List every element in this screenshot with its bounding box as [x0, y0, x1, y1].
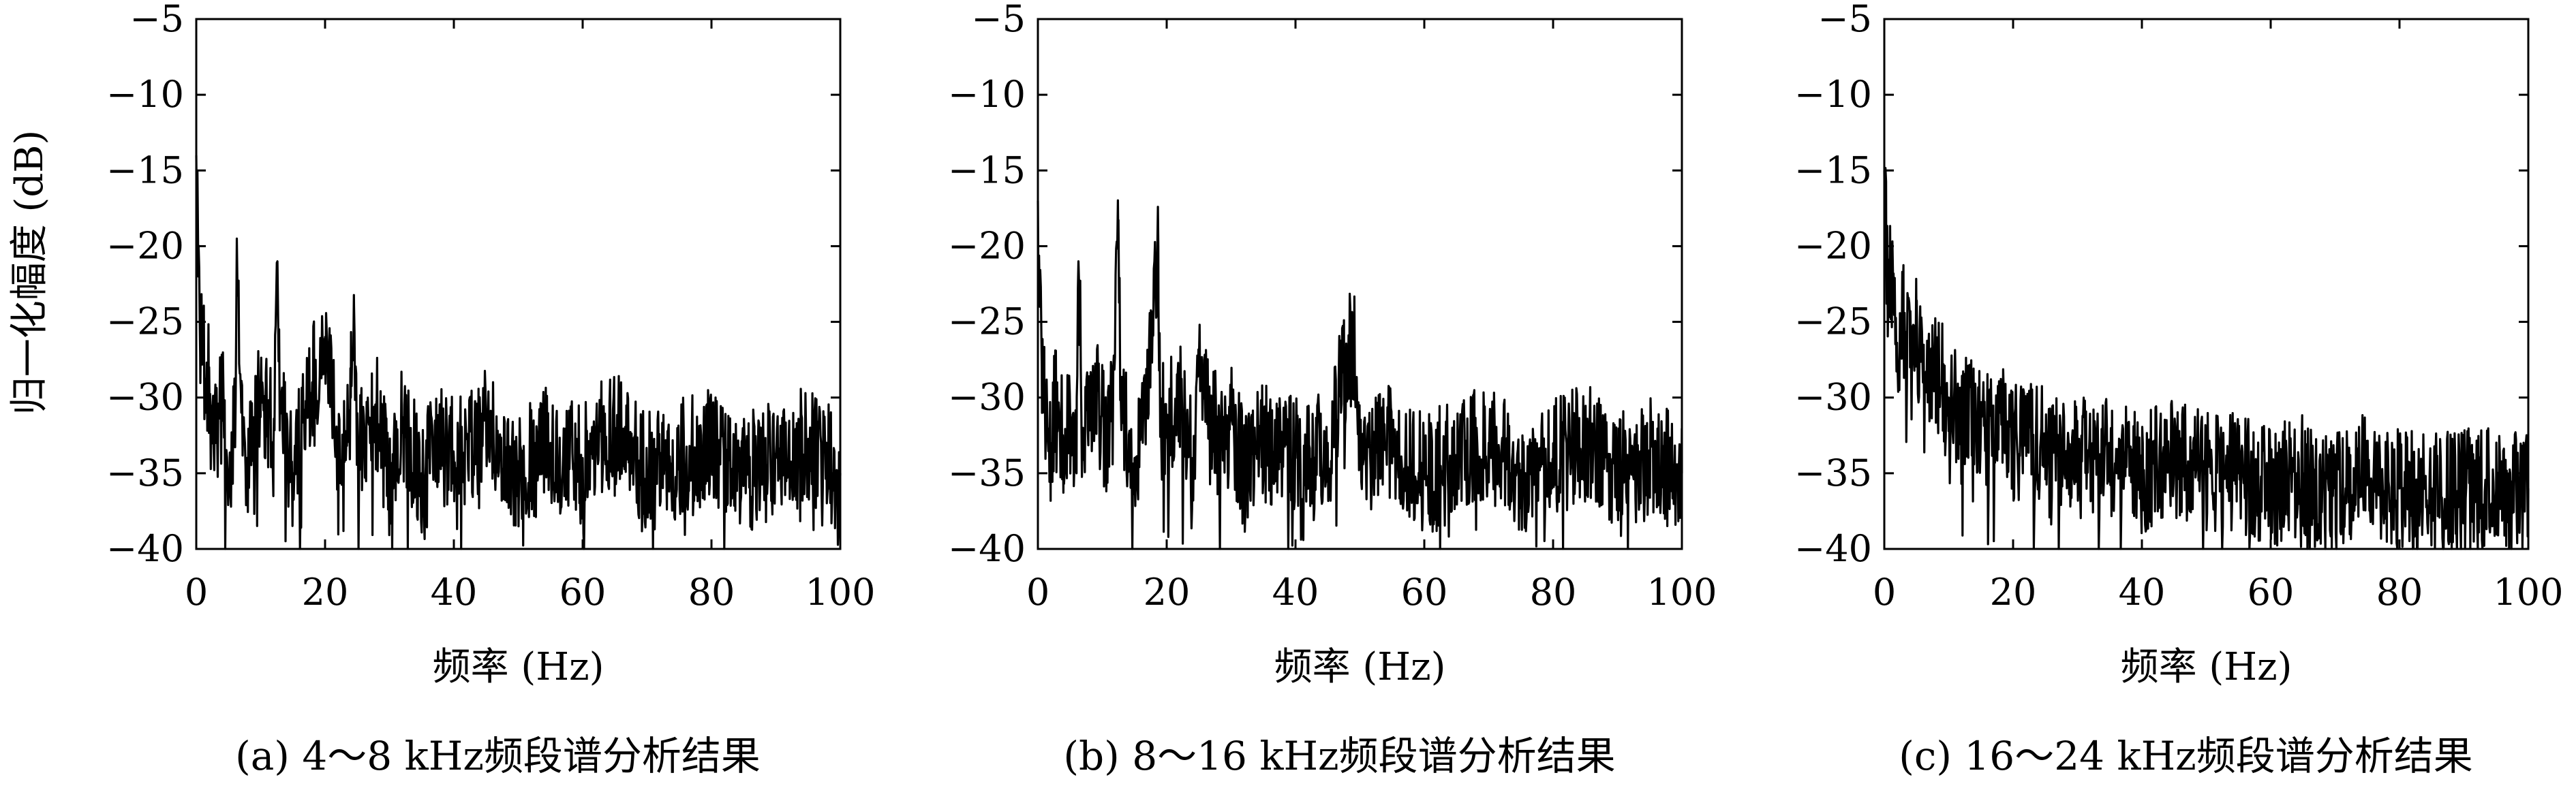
- y-tick-label: −5: [129, 0, 184, 40]
- x-axis-label: 频率 (Hz): [2121, 645, 2293, 689]
- y-tick-label: −15: [948, 148, 1026, 191]
- x-tick-label: 0: [185, 571, 208, 614]
- x-tick-label: 80: [1530, 571, 1577, 614]
- x-tick-label: 40: [2119, 571, 2166, 614]
- x-tick-label: 40: [1272, 571, 1319, 614]
- x-tick-label: 100: [1646, 571, 1717, 614]
- y-tick-label: −10: [948, 73, 1026, 116]
- x-tick-label: 20: [1990, 571, 2037, 614]
- x-tick-label: 20: [1144, 571, 1191, 614]
- y-tick-label: −30: [106, 376, 184, 419]
- x-tick-label: 100: [2493, 571, 2563, 614]
- x-tick-label: 40: [431, 571, 478, 614]
- y-tick-label: −15: [1794, 148, 1872, 191]
- x-tick-label: 80: [2376, 571, 2423, 614]
- y-tick-label: −10: [1794, 73, 1872, 116]
- y-tick-label: −30: [1794, 376, 1872, 419]
- spectrum-line-1: [1037, 199, 1683, 550]
- x-tick-label: 60: [559, 571, 607, 614]
- x-axis-label: 频率 (Hz): [433, 645, 604, 689]
- panel-caption: (c) 16～24 kHz频段谱分析结果: [1899, 733, 2473, 779]
- x-tick-label: 0: [1873, 571, 1896, 614]
- panel-caption: (b) 8～16 kHz频段谱分析结果: [1063, 733, 1615, 779]
- y-tick-label: −35: [1794, 452, 1872, 494]
- x-tick-label: 60: [2248, 571, 2295, 614]
- x-tick-label: 20: [302, 571, 349, 614]
- y-tick-label: −35: [106, 452, 184, 494]
- y-tick-label: −5: [1818, 0, 1872, 40]
- y-tick-label: −40: [106, 527, 184, 570]
- y-tick-label: −25: [106, 300, 184, 343]
- y-tick-label: −40: [1794, 527, 1872, 570]
- y-tick-label: −15: [106, 148, 184, 191]
- y-tick-label: −20: [106, 224, 184, 267]
- x-tick-label: 100: [805, 571, 875, 614]
- y-tick-label: −25: [948, 300, 1026, 343]
- y-tick-label: −5: [971, 0, 1026, 40]
- plot-frame-2: [1883, 18, 2530, 550]
- x-tick-label: 80: [688, 571, 735, 614]
- plot-frame-1: [1037, 18, 1683, 550]
- spectrum-line-0: [195, 155, 842, 550]
- spectrum-line-2: [1883, 167, 2530, 550]
- x-tick-label: 0: [1026, 571, 1049, 614]
- x-axis-label: 频率 (Hz): [1274, 645, 1446, 689]
- chart-panel-2: −5 −10 −15 −20 −25 −30 −35 −400 20 40 60 80 100 频率 (H…: [1794, 0, 2564, 779]
- panel-caption: (a) 4～8 kHz频段谱分析结果: [235, 733, 761, 779]
- plot-frame-0: [195, 18, 842, 550]
- y-tick-label: −35: [948, 452, 1026, 494]
- y-tick-label: −20: [1794, 224, 1872, 267]
- chart-panel-0: −5 −10 −15 −20 −25 −30 −35 −400 20 40 60 80 100 频率 (H…: [106, 0, 876, 779]
- y-tick-label: −20: [948, 224, 1026, 267]
- y-tick-label: −40: [948, 527, 1026, 570]
- chart-panel-1: −5 −10 −15 −20 −25 −30 −35 −400 20 40 60 80 100 频率 (H…: [948, 0, 1717, 779]
- y-tick-label: −10: [106, 73, 184, 116]
- y-tick-label: −25: [1794, 300, 1872, 343]
- y-tick-label: −30: [948, 376, 1026, 419]
- x-tick-label: 60: [1401, 571, 1448, 614]
- shared-y-axis-label: 归一化幅度 (dB): [7, 130, 52, 415]
